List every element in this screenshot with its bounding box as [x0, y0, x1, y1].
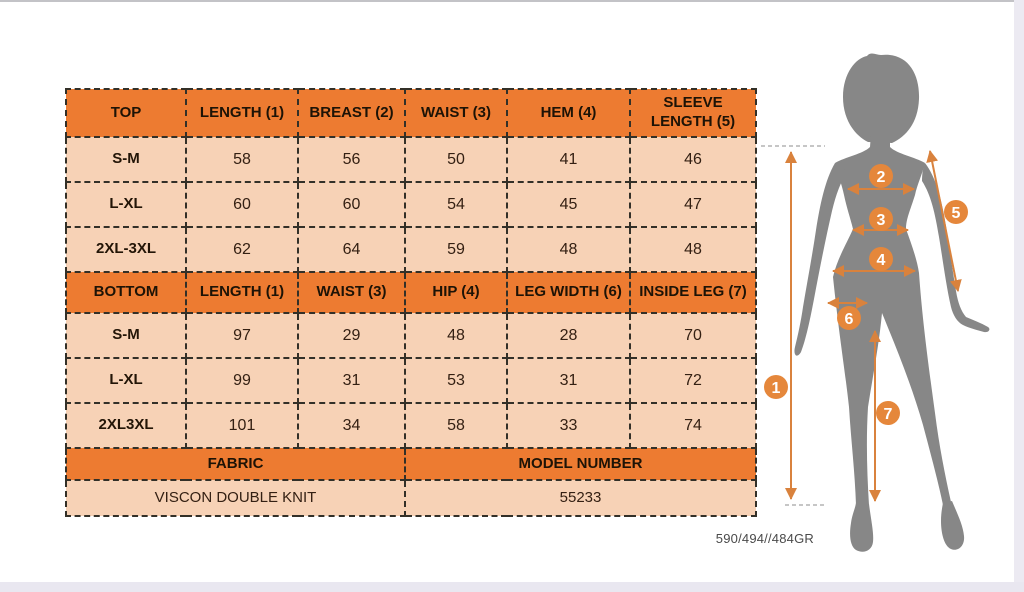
marker-3-label: 3 — [877, 212, 886, 229]
sleeve-arrow-5 — [926, 150, 962, 292]
size-cell: S-M — [65, 312, 187, 359]
marker-7-label: 7 — [884, 406, 893, 423]
bottom-header-cell: WAIST (3) — [297, 271, 406, 314]
marker-4-label: 4 — [877, 252, 886, 269]
marker-6: 6 — [837, 306, 861, 330]
value-cell: 31 — [506, 357, 631, 404]
woman-silhouette-icon — [794, 53, 990, 552]
value-cell: 34 — [297, 402, 406, 449]
bottom-header-cell: INSIDE LEG (7) — [629, 271, 757, 314]
info-header-row: FABRIC MODEL NUMBER — [65, 447, 757, 481]
value-cell: 28 — [506, 312, 631, 359]
marker-7: 7 — [876, 401, 900, 425]
bottom-size-row: L-XL 99 31 53 31 72 — [65, 357, 757, 404]
value-cell: 97 — [185, 312, 299, 359]
top-header-cell: BREAST (2) — [297, 88, 406, 138]
top-size-row: 2XL-3XL 62 64 59 48 48 — [65, 226, 757, 273]
value-cell: 33 — [506, 402, 631, 449]
marker-2-label: 2 — [877, 169, 886, 186]
value-cell: 60 — [185, 181, 299, 228]
page-top-edge — [0, 0, 1024, 2]
marker-4: 4 — [869, 247, 893, 271]
value-cell: 48 — [629, 226, 757, 273]
size-cell: S-M — [65, 136, 187, 183]
measurement-figure: 1 2 3 4 5 — [755, 15, 1020, 575]
measurement-markers: 1 2 3 4 5 — [764, 164, 968, 425]
value-cell: 41 — [506, 136, 631, 183]
value-cell: 48 — [506, 226, 631, 273]
marker-5-label: 5 — [952, 205, 961, 222]
bottom-header-cell: LEG WIDTH (6) — [506, 271, 631, 314]
page-right-edge — [1014, 0, 1024, 592]
marker-6-label: 6 — [845, 311, 854, 328]
value-cell: 29 — [297, 312, 406, 359]
marker-1: 1 — [764, 375, 788, 399]
value-cell: 62 — [185, 226, 299, 273]
bottom-header-cell: LENGTH (1) — [185, 271, 299, 314]
value-cell: 64 — [297, 226, 406, 273]
value-cell: 53 — [404, 357, 508, 404]
size-chart-table: TOP LENGTH (1) BREAST (2) WAIST (3) HEM … — [65, 88, 757, 517]
top-header-row: TOP LENGTH (1) BREAST (2) WAIST (3) HEM … — [65, 88, 757, 138]
model-number-header-cell: MODEL NUMBER — [404, 447, 757, 481]
bottom-size-row: 2XL3XL 101 34 58 33 74 — [65, 402, 757, 449]
page-bottom-edge — [0, 582, 1024, 592]
info-value-row: VISCON DOUBLE KNIT 55233 — [65, 479, 757, 517]
value-cell: 31 — [297, 357, 406, 404]
bottom-size-row: S-M 97 29 48 28 70 — [65, 312, 757, 359]
value-cell: 99 — [185, 357, 299, 404]
style-code-text: 590/494//484GR — [715, 531, 814, 546]
top-header-cell: HEM (4) — [506, 88, 631, 138]
fabric-value-cell: VISCON DOUBLE KNIT — [65, 479, 406, 517]
value-cell: 45 — [506, 181, 631, 228]
value-cell: 47 — [629, 181, 757, 228]
size-cell: L-XL — [65, 357, 187, 404]
size-cell: 2XL3XL — [65, 402, 187, 449]
marker-3: 3 — [869, 207, 893, 231]
value-cell: 60 — [297, 181, 406, 228]
value-cell: 56 — [297, 136, 406, 183]
top-header-cell: LENGTH (1) — [185, 88, 299, 138]
value-cell: 70 — [629, 312, 757, 359]
top-header-cell: TOP — [65, 88, 187, 138]
marker-5: 5 — [944, 200, 968, 224]
model-number-value-cell: 55233 — [404, 479, 757, 517]
bottom-header-row: BOTTOM LENGTH (1) WAIST (3) HIP (4) LEG … — [65, 271, 757, 314]
value-cell: 46 — [629, 136, 757, 183]
top-size-row: S-M 58 56 50 41 46 — [65, 136, 757, 183]
top-header-cell: WAIST (3) — [404, 88, 508, 138]
fabric-header-cell: FABRIC — [65, 447, 406, 481]
value-cell: 54 — [404, 181, 508, 228]
top-header-cell: SLEEVE LENGTH (5) — [629, 88, 757, 138]
size-cell: L-XL — [65, 181, 187, 228]
value-cell: 50 — [404, 136, 508, 183]
value-cell: 58 — [404, 402, 508, 449]
value-cell: 74 — [629, 402, 757, 449]
bottom-header-cell: BOTTOM — [65, 271, 187, 314]
top-size-row: L-XL 60 60 54 45 47 — [65, 181, 757, 228]
value-cell: 58 — [185, 136, 299, 183]
marker-1-label: 1 — [772, 380, 781, 397]
bottom-header-cell: HIP (4) — [404, 271, 508, 314]
value-cell: 59 — [404, 226, 508, 273]
value-cell: 101 — [185, 402, 299, 449]
value-cell: 72 — [629, 357, 757, 404]
marker-2: 2 — [869, 164, 893, 188]
value-cell: 48 — [404, 312, 508, 359]
size-cell: 2XL-3XL — [65, 226, 187, 273]
